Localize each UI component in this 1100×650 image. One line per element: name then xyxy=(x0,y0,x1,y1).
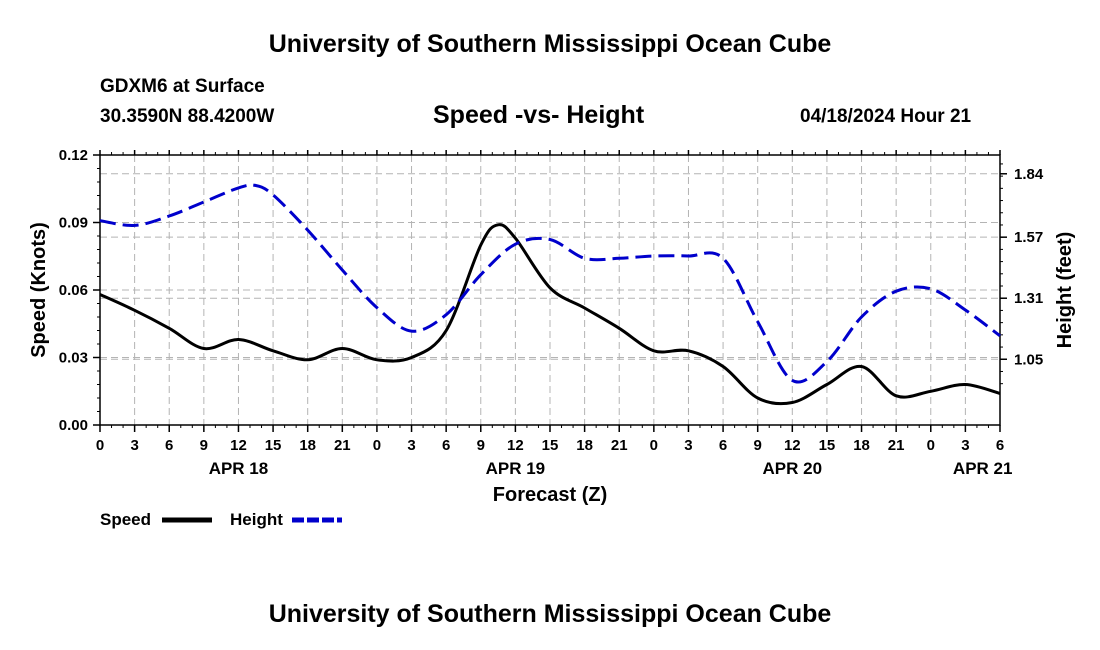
y-axis-label-right: Height (feet) xyxy=(1054,232,1076,349)
x-tick-label: 6 xyxy=(165,437,173,454)
legend: Speed Height xyxy=(100,510,342,529)
x-axis-label: Forecast (Z) xyxy=(493,484,607,506)
x-tick-label: 0 xyxy=(373,437,381,454)
x-tick-label: 18 xyxy=(299,437,316,454)
y2-tick-label: 1.05 xyxy=(1014,351,1043,368)
x-tick-label: 9 xyxy=(200,437,208,454)
x-tick-label: 6 xyxy=(442,437,450,454)
y2-tick-label: 1.84 xyxy=(1014,166,1044,183)
y-axis-label-left: Speed (Knots) xyxy=(28,222,50,358)
date-label: APR 18 xyxy=(209,459,269,478)
x-tick-label: 6 xyxy=(996,437,1004,454)
x-tick-label: 3 xyxy=(130,437,138,454)
x-tick-label: 0 xyxy=(96,437,104,454)
y-tick-label: 0.06 xyxy=(59,282,88,299)
x-tick-label: 6 xyxy=(719,437,727,454)
footer-title: University of Southern Mississippi Ocean… xyxy=(268,600,832,628)
y-tick-label: 0.00 xyxy=(59,417,88,434)
legend-label-height: Height xyxy=(230,510,283,529)
x-tick-label: 15 xyxy=(265,437,282,454)
x-tick-label: 18 xyxy=(853,437,870,454)
x-tick-label: 0 xyxy=(650,437,658,454)
x-tick-label: 21 xyxy=(888,437,905,454)
y-tick-label: 0.12 xyxy=(59,147,88,164)
x-tick-label: 12 xyxy=(507,437,524,454)
series xyxy=(99,183,1001,406)
forecast-datetime: 04/18/2024 Hour 21 xyxy=(800,106,972,127)
axis-labels: Forecast (Z) Speed (Knots) Height (feet) xyxy=(28,222,1076,506)
station-label: GDXM6 at Surface xyxy=(100,76,265,97)
x-tick-label: 0 xyxy=(927,437,935,454)
x-tick-label: 21 xyxy=(334,437,351,454)
x-tick-label: 3 xyxy=(407,437,415,454)
y-tick-label: 0.03 xyxy=(59,350,88,367)
x-tick-label: 9 xyxy=(754,437,762,454)
series-line-height xyxy=(99,183,1001,384)
x-tick-label: 12 xyxy=(230,437,247,454)
x-tick-label: 21 xyxy=(611,437,628,454)
date-label: APR 20 xyxy=(763,459,823,478)
chart-title: University of Southern Mississippi Ocean… xyxy=(268,30,832,58)
y2-tick-label: 1.31 xyxy=(1014,290,1043,307)
x-tick-label: 9 xyxy=(477,437,485,454)
axes: 0 3 6 9 12 15 18 21 0 3 6 9 12 15 18 21 0 3 6 9 12 15 18 21 0 3 6 A… xyxy=(59,147,1044,478)
legend-label-speed: Speed xyxy=(100,510,151,529)
x-tick-label: 15 xyxy=(542,437,559,454)
y2-tick-label: 1.57 xyxy=(1014,229,1043,246)
x-tick-label: 12 xyxy=(784,437,801,454)
date-label: APR 21 xyxy=(953,459,1013,478)
y-tick-label: 0.09 xyxy=(59,215,88,232)
x-tick-label: 3 xyxy=(961,437,969,454)
series-line-speed xyxy=(99,223,1001,406)
x-tick-label: 18 xyxy=(576,437,593,454)
coordinates-label: 30.3590N 88.4200W xyxy=(100,106,275,127)
date-label: APR 19 xyxy=(486,459,546,478)
grid xyxy=(100,155,1000,425)
chart-subtitle: Speed -vs- Height xyxy=(433,101,645,129)
x-tick-label: 3 xyxy=(684,437,692,454)
x-tick-label: 15 xyxy=(819,437,836,454)
